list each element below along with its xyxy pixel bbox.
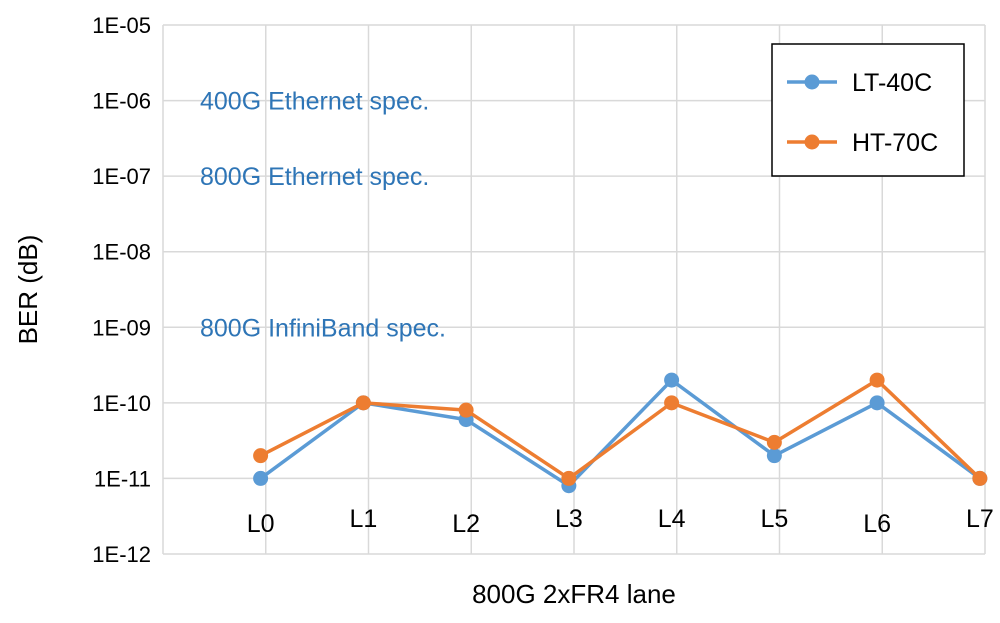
annotations: 400G Ethernet spec. 800G Ethernet spec. 80… <box>200 88 446 343</box>
spec-annotation: 400G Ethernet spec. <box>200 88 429 116</box>
x-tick-label: L7 <box>966 505 994 533</box>
legend-marker <box>804 74 820 90</box>
data-point <box>458 402 474 418</box>
series-lt-40c <box>253 372 988 494</box>
spec-annotation: 800G InfiniBand spec. <box>200 314 446 342</box>
x-tick-label: L2 <box>452 510 480 538</box>
x-tick-label: L0 <box>247 510 275 538</box>
legend-marker <box>804 134 820 150</box>
y-axis-label: BER (dB) <box>13 235 43 345</box>
series-ht-70c <box>253 372 988 486</box>
x-tick-label: L5 <box>760 505 788 533</box>
legend-label: HT-70C <box>852 129 938 157</box>
y-tick-label: 1E-08 <box>92 240 151 265</box>
y-tick-label: 1E-10 <box>92 391 151 416</box>
data-point <box>355 395 371 411</box>
series-line <box>259 378 982 481</box>
data-point <box>253 448 269 464</box>
x-tick-labels: L0 L1 L2 L3 L4 L5 L6 L7 <box>247 505 994 538</box>
x-tick-label: L6 <box>863 510 891 538</box>
data-point <box>972 470 988 486</box>
y-tick-label: 1E-05 <box>92 13 151 38</box>
y-tick-label: 1E-09 <box>92 315 151 340</box>
data-point <box>766 434 782 450</box>
y-tick-labels: 1E-12 1E-11 1E-10 1E-09 1E-08 1E-07 1E-06 1E-05 <box>92 13 151 567</box>
data-point <box>561 470 577 486</box>
data-point <box>766 448 782 464</box>
data-point <box>664 395 680 411</box>
x-tick-label: L1 <box>349 505 377 533</box>
x-tick-label: L4 <box>658 505 686 533</box>
x-axis-label: 800G 2xFR4 lane <box>472 579 676 609</box>
data-point <box>869 395 885 411</box>
y-tick-label: 1E-07 <box>92 164 151 189</box>
data-point <box>664 372 680 388</box>
data-point <box>253 470 269 486</box>
x-tick-label: L3 <box>555 505 583 533</box>
y-tick-label: 1E-06 <box>92 89 151 114</box>
y-tick-label: 1E-12 <box>92 542 151 567</box>
spec-annotation: 800G Ethernet spec. <box>200 163 429 191</box>
y-tick-label: 1E-11 <box>94 466 151 491</box>
grid <box>162 24 986 555</box>
data-point <box>869 372 885 388</box>
legend-box <box>771 43 965 177</box>
legend-label: LT-40C <box>852 69 932 97</box>
legend: LT-40C HT-70C <box>771 43 965 177</box>
series <box>253 372 988 494</box>
